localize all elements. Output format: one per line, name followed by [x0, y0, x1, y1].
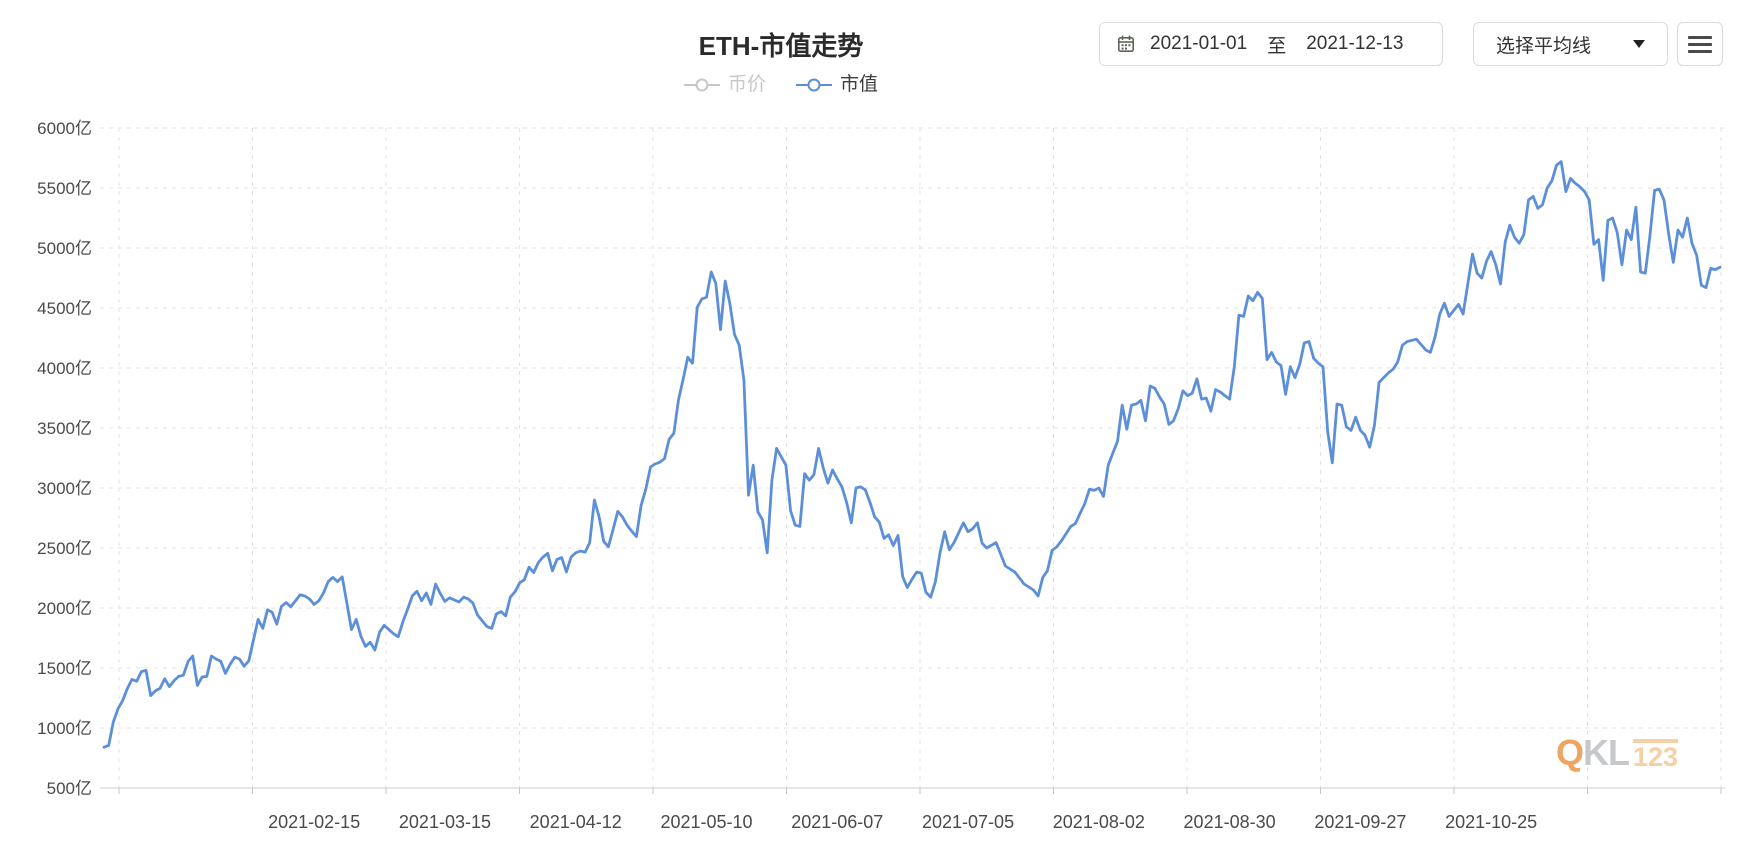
svg-text:2500亿: 2500亿	[37, 539, 92, 558]
date-range-separator: 至	[1267, 35, 1287, 57]
legend-label-coin-price: 币价	[727, 74, 766, 95]
svg-text:500亿: 500亿	[47, 779, 92, 798]
watermark-q: Q	[1556, 732, 1584, 773]
legend-item-coin-price[interactable]: 币价	[683, 74, 766, 96]
date-range-picker[interactable]: 2021-01-01 至 2021-12-13	[1099, 22, 1443, 66]
svg-text:6000亿: 6000亿	[37, 119, 92, 138]
svg-text:3500亿: 3500亿	[37, 419, 92, 438]
svg-text:4500亿: 4500亿	[37, 299, 92, 318]
svg-text:2021-08-02: 2021-08-02	[1053, 812, 1145, 832]
svg-text:2000亿: 2000亿	[37, 599, 92, 618]
svg-text:2021-03-15: 2021-03-15	[399, 812, 491, 832]
svg-text:3000亿: 3000亿	[37, 479, 92, 498]
menu-button[interactable]	[1677, 22, 1723, 66]
hamburger-menu-icon	[1688, 35, 1712, 53]
qkl123-watermark: Q KL 123	[1556, 732, 1679, 773]
svg-text:1000亿: 1000亿	[37, 719, 92, 738]
svg-text:2021-02-15: 2021-02-15	[268, 812, 360, 832]
svg-text:2021-05-10: 2021-05-10	[660, 812, 752, 832]
svg-text:4000亿: 4000亿	[37, 359, 92, 378]
svg-text:5500亿: 5500亿	[37, 179, 92, 198]
grid-lines	[100, 127, 1725, 794]
chart-legend: 币价 市值	[683, 74, 878, 96]
svg-text:1500亿: 1500亿	[37, 659, 92, 678]
svg-text:2021-09-27: 2021-09-27	[1314, 812, 1406, 832]
x-axis-labels: 2021-02-15 2021-03-15 2021-04-12 2021-05-10…	[268, 812, 1537, 832]
chevron-down-icon	[1633, 40, 1645, 48]
line-circle-marker-icon	[796, 78, 832, 92]
ma-select-dropdown[interactable]: 选择平均线	[1473, 22, 1668, 66]
market-cap-line-series	[102, 160, 1722, 749]
legend-item-market-cap[interactable]: 市值	[796, 74, 878, 96]
y-axis-labels: 6000亿 5500亿 5000亿 4500亿 4000亿 3500亿 3000亿 2500亿…	[37, 119, 92, 798]
watermark-123: 123	[1633, 739, 1679, 771]
line-circle-marker-icon	[683, 78, 720, 92]
svg-text:5000亿: 5000亿	[37, 239, 92, 258]
svg-text:2021-04-12: 2021-04-12	[530, 812, 622, 832]
date-end-value[interactable]: 2021-12-13	[1306, 33, 1404, 54]
calendar-icon	[1117, 35, 1134, 52]
page-title: ETH-市值走势	[698, 31, 864, 61]
svg-text:2021-08-30: 2021-08-30	[1184, 812, 1276, 832]
svg-text:2021-10-25: 2021-10-25	[1445, 812, 1537, 832]
ma-select-label: 选择平均线	[1496, 35, 1592, 57]
svg-text:2021-06-07: 2021-06-07	[791, 812, 883, 832]
legend-label-market-cap: 市值	[840, 74, 879, 95]
svg-text:2021-07-05: 2021-07-05	[922, 812, 1014, 832]
watermark-kl: KL	[1583, 732, 1630, 773]
date-start-value[interactable]: 2021-01-01	[1150, 33, 1248, 54]
